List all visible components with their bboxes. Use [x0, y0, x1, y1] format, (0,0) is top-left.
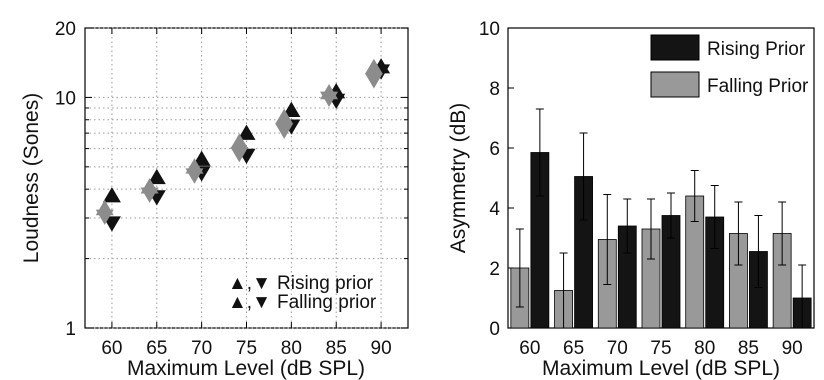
loudness-x-tick-label: 80: [281, 338, 302, 359]
loudness-marker-up: [364, 58, 383, 75]
error-bar: [690, 170, 699, 222]
asymmetry-y-axis-label: Asymmetry (dB): [447, 103, 470, 254]
asymmetry-legend: Rising Prior Falling Prior: [650, 34, 809, 98]
loudness-y-tick-label: 10: [55, 88, 76, 109]
error-bar: [754, 215, 763, 288]
error-bar: [535, 108, 544, 197]
legend-rising-swatch: [650, 34, 700, 61]
legend-rising-label: Rising prior: [277, 273, 374, 294]
loudness-marker-down: [230, 146, 249, 163]
loudness-marker-up: [147, 168, 166, 185]
asymmetry-y-tick-label: 0: [489, 319, 500, 340]
asymmetry-x-tick-label: 65: [563, 338, 584, 359]
legend-rising-markers: ▲,▼: [228, 273, 271, 294]
legend-falling-markers: ▲,▼: [228, 292, 271, 313]
legend-rising-prior-label: Rising Prior: [707, 39, 806, 60]
error-bar: [579, 132, 588, 221]
error-bar: [734, 201, 743, 266]
asymmetry-x-tick-label: 75: [650, 338, 671, 359]
loudness-marker-up: [237, 124, 256, 140]
error-bar: [710, 185, 719, 249]
loudness-x-tick-label: 65: [146, 338, 167, 359]
loudness-marker-up: [275, 108, 294, 125]
asymmetry-y-tick-label: 4: [489, 199, 500, 220]
loudness-axis-ticks: 1 10 20 60 65 70 75 80 85 90: [55, 19, 408, 359]
asymmetry-x-tick-label: 70: [607, 338, 628, 359]
loudness-x-tick-label: 70: [191, 338, 212, 359]
asymmetry-x-tick-label: 60: [519, 338, 540, 359]
loudness-marker-down: [275, 123, 294, 139]
asymmetry-x-tick-label: 90: [782, 338, 803, 359]
asymmetry-y-tick-label: 6: [489, 139, 500, 160]
loudness-x-axis-label: Maximum Level (dB SPL): [127, 357, 365, 380]
error-bar: [559, 252, 568, 328]
loudness-x-tick-label: 75: [236, 338, 257, 359]
asymmetry-y-tick-label: 8: [489, 79, 500, 100]
loudness-marker-up: [102, 187, 121, 203]
loudness-marker-up: [230, 133, 249, 149]
error-bar: [623, 198, 632, 254]
loudness-x-tick-label: 60: [101, 338, 122, 359]
error-bar: [515, 228, 524, 308]
asymmetry-x-axis-label: Maximum Level (dB SPL): [542, 357, 780, 380]
asymmetry-y-tick-label: 2: [489, 259, 500, 280]
asymmetry-axis-ticks: 0 2 4 6 8 10 60 65 70 75 80 85 90: [479, 19, 803, 359]
legend-falling-swatch: [650, 71, 700, 98]
loudness-panel: 1 10 20 60 65 70 75 80 85 90 Maximum Level (dB SP…: [20, 19, 409, 380]
error-bar: [798, 264, 807, 328]
loudness-marker-up: [192, 150, 211, 166]
error-bar: [647, 198, 655, 260]
error-bar: [667, 192, 675, 239]
loudness-marker-up: [282, 101, 301, 117]
loudness-marker-down: [364, 73, 383, 89]
loudness-y-tick-label: 20: [55, 19, 76, 40]
asymmetry-x-tick-label: 85: [738, 338, 759, 359]
asymmetry-bars: [510, 108, 812, 329]
loudness-marker-down: [185, 168, 204, 184]
legend-falling-label: Falling prior: [277, 292, 377, 313]
loudness-x-tick-label: 90: [371, 338, 392, 359]
asymmetry-x-tick-label: 80: [694, 338, 715, 359]
loudness-y-axis-label: Loudness (Sones): [20, 93, 43, 263]
loudness-markers: [95, 58, 391, 232]
legend-falling-prior-label: Falling Prior: [707, 76, 809, 97]
loudness-marker-down: [320, 91, 339, 107]
loudness-y-tick-label: 1: [65, 319, 76, 340]
loudness-marker-down: [95, 209, 114, 225]
error-bar: [603, 194, 612, 285]
loudness-marker-down: [140, 187, 159, 203]
asymmetry-panel: 0 2 4 6 8 10 60 65 70 75 80 85 90 Maximum Level (dB …: [447, 19, 815, 380]
asymmetry-y-tick-label: 10: [479, 19, 500, 40]
loudness-x-tick-label: 85: [326, 338, 347, 359]
loudness-legend: ▲,▼ Rising prior ▲,▼ Falling prior: [228, 273, 377, 313]
error-bar: [778, 201, 787, 266]
